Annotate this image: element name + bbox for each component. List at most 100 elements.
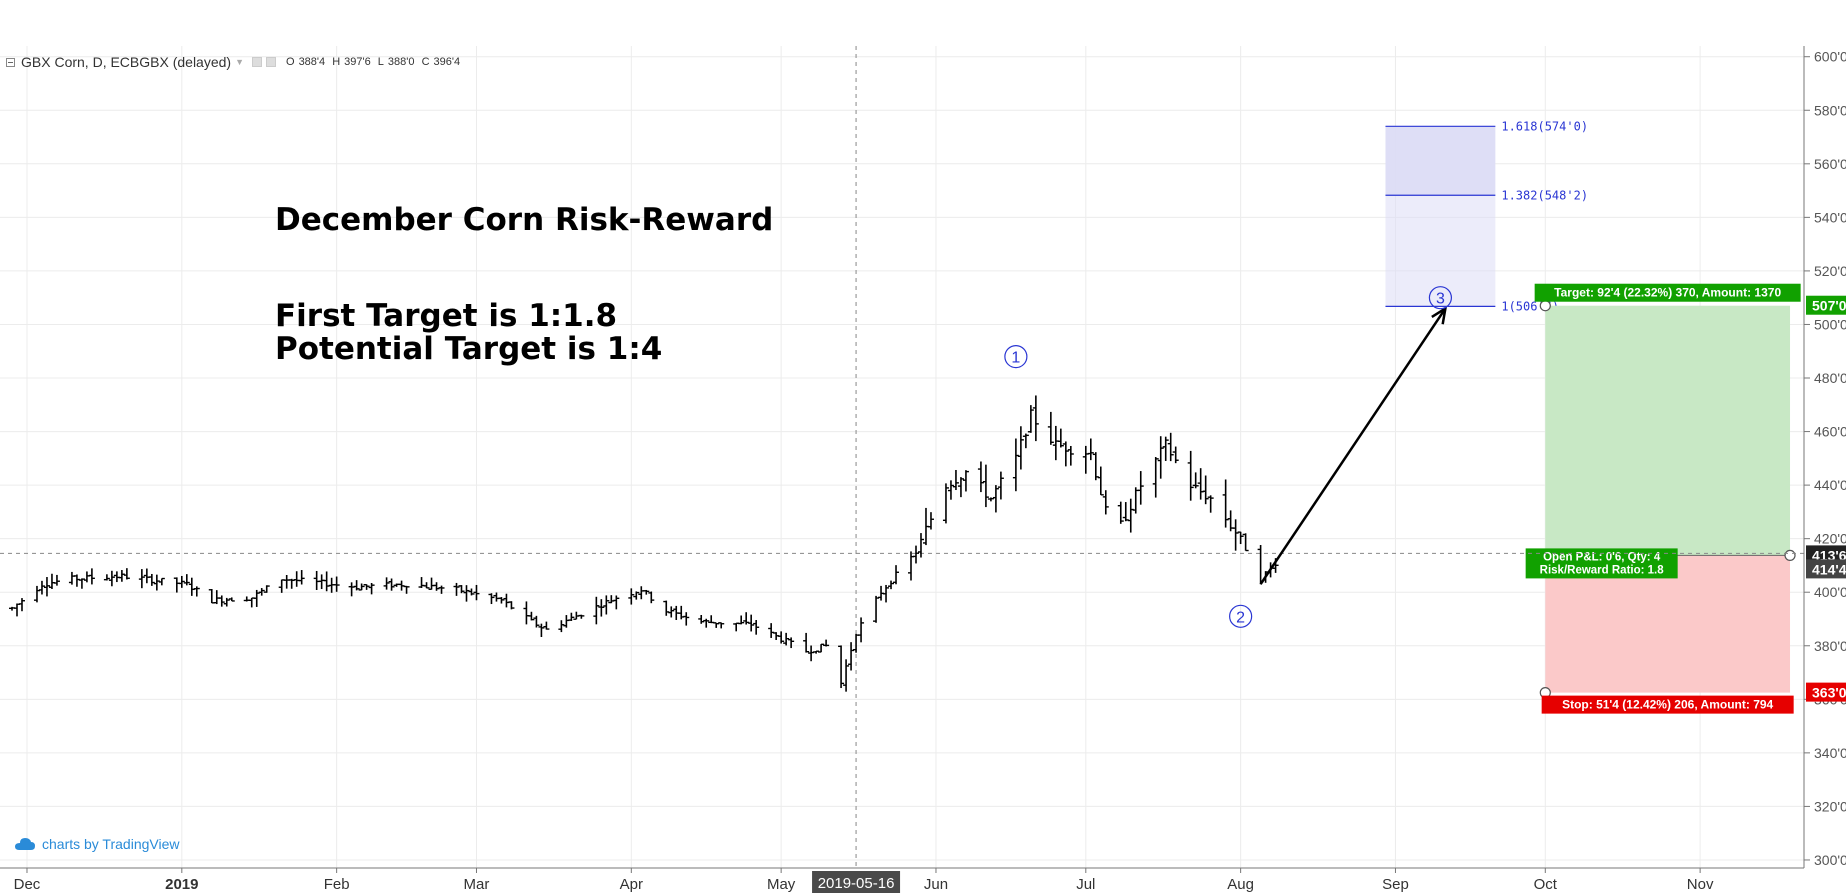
chevron-down-icon[interactable]: ▼ [235, 57, 244, 67]
price-bar [1082, 445, 1089, 474]
price-bar [78, 578, 85, 589]
price-bar [698, 615, 705, 624]
crosshair-date-bg [812, 871, 901, 893]
price-bar [888, 580, 895, 590]
price-bar [1167, 432, 1174, 462]
price-bar [663, 600, 670, 616]
wave-number: 1 [1011, 350, 1020, 367]
stop-label-bg [1541, 695, 1794, 714]
price-bar [143, 568, 150, 584]
price-bar [523, 601, 530, 625]
price-bar [813, 650, 820, 654]
wave-circle [1004, 344, 1028, 369]
price-bar [1242, 533, 1249, 552]
price-bar [803, 632, 810, 653]
symbol-title[interactable]: GBX Corn, D, ECBGBX (delayed) [21, 54, 232, 70]
price-bar [528, 611, 535, 621]
price-bar [738, 615, 745, 625]
price-bar [403, 585, 410, 594]
price-bar [228, 597, 235, 602]
price-tag-label: 414'4 [1812, 561, 1846, 577]
price-bar [438, 585, 445, 594]
price-tag-stop: 363'0 [1806, 682, 1846, 702]
price-bar [1122, 502, 1129, 522]
price-bar [977, 461, 984, 493]
price-bar [398, 580, 405, 591]
price-bar [1117, 501, 1124, 524]
x-tick-label: Jun [924, 876, 948, 893]
price-bar [942, 483, 949, 524]
price-bar [68, 571, 75, 585]
arrow-shaft[interactable] [1259, 307, 1447, 585]
cloud-icon [15, 838, 35, 850]
y-tick-label: 540'0 [1814, 209, 1846, 225]
price-bar [613, 595, 620, 610]
y-tick-label: 380'0 [1814, 638, 1846, 654]
fib-extension[interactable]: 1(506'6)1.382(548'2)1.618(574'0) [1385, 119, 1588, 313]
price-bar [178, 575, 185, 588]
price-bar [193, 586, 200, 597]
price-bar [883, 584, 890, 603]
annotation-potential-target[interactable]: Potential Target is 1:4 [275, 331, 663, 367]
x-axis[interactable]: Dec 2019 Feb Mar Apr May Jun Jul Aug Sep Oct Nov [14, 868, 1714, 893]
wave-label[interactable]: 2 [1229, 604, 1253, 628]
price-bar [1052, 425, 1059, 461]
price-bar [1202, 475, 1209, 505]
position-handle[interactable] [1784, 549, 1796, 561]
x-tick-label: Apr [620, 876, 643, 893]
y-tick-label: 440'0 [1814, 477, 1846, 493]
ohlc-low: 388'0 [387, 56, 415, 68]
price-bar [992, 485, 999, 513]
wave-circle [1229, 604, 1253, 628]
price-bar [578, 614, 585, 619]
visibility-icon[interactable] [252, 57, 262, 67]
settings-icon[interactable] [266, 57, 276, 67]
price-bar [947, 480, 954, 500]
y-axis[interactable]: 300'0320'0340'0360'0380'0400'0420'0440'0… [1804, 49, 1846, 868]
fib-zone-lower [1385, 195, 1496, 307]
price-bar [1152, 457, 1159, 498]
price-bar [383, 577, 390, 590]
long-position[interactable]: Target: 92'4 (22.32%) 370, Amount: 1370 S… [1525, 283, 1801, 714]
price-bar [853, 633, 860, 653]
collapse-icon[interactable] [6, 57, 15, 67]
price-bar [453, 582, 460, 596]
price-bar [138, 569, 145, 589]
y-tick-label: 560'0 [1814, 156, 1846, 172]
price-bar [768, 623, 775, 638]
price-bar [1172, 446, 1179, 464]
price-bar [1197, 468, 1204, 500]
price-bar [158, 577, 165, 586]
price-bar [258, 588, 265, 596]
wave-label[interactable]: 1 [1004, 344, 1028, 369]
price-bar [458, 585, 465, 594]
price-bar [713, 622, 720, 628]
price-bar [18, 598, 25, 612]
annotation-first-target[interactable]: First Target is 1:1.8 [275, 298, 618, 334]
price-bar [678, 605, 685, 620]
price-bar [333, 576, 340, 592]
trend-arrow[interactable] [1259, 305, 1448, 585]
price-bar [718, 622, 725, 629]
annotation-title[interactable]: December Corn Risk-Reward [275, 202, 774, 238]
price-bar [208, 589, 215, 604]
wave-label[interactable]: 3 [1428, 286, 1453, 310]
x-tick-label: Mar [464, 876, 490, 893]
price-bar [987, 497, 994, 502]
y-tick-label: 400'0 [1814, 584, 1846, 600]
position-handle[interactable] [1539, 300, 1551, 312]
price-bar [748, 614, 755, 632]
x-tick-label: Dec [14, 876, 41, 893]
price-bar [1047, 411, 1054, 445]
price-bar [218, 595, 225, 607]
tradingview-watermark[interactable]: charts by TradingView [14, 836, 179, 852]
price-bar [743, 612, 750, 625]
price-bar [708, 615, 715, 624]
x-tick-label: 2019 [165, 876, 198, 893]
x-tick-label: Sep [1382, 876, 1409, 893]
price-tag-target: 507'0 [1806, 295, 1846, 315]
price-bar [603, 595, 610, 615]
price-bar [473, 584, 480, 601]
